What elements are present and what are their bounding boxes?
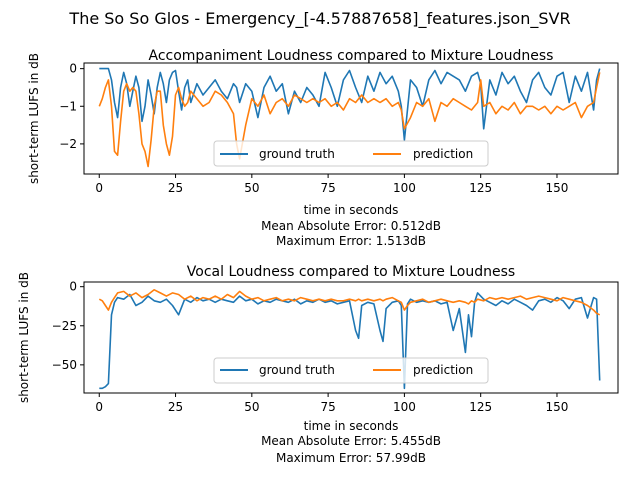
- x-axis-label: time in seconds: [304, 203, 399, 217]
- y-axis: 0 −1 −2: [59, 62, 84, 151]
- plot-frame: [83, 281, 619, 394]
- legend-label-prediction: prediction: [413, 363, 473, 377]
- y-tick-label: 0: [69, 280, 77, 294]
- x-tick-label: 75: [320, 400, 335, 414]
- x-tick-label: 25: [168, 400, 183, 414]
- x-tick-label: 100: [393, 181, 416, 195]
- series-line-prediction: [98, 72, 601, 168]
- x-tick-label: 125: [469, 181, 492, 195]
- chart-title: Vocal Loudness compared to Mixture Loudn…: [187, 264, 515, 280]
- x-tick-label: 150: [546, 181, 569, 195]
- x-axis: 0 25 50 75 100 125 150: [95, 174, 568, 195]
- y-axis: 0 −25 −50: [52, 280, 84, 372]
- y-tick-label: −50: [52, 358, 77, 372]
- legend-label-ground-truth: ground truth: [259, 363, 335, 377]
- maximum-error: Maximum Error: 1.513dB: [276, 234, 426, 248]
- series-line-ground-truth: [99, 67, 601, 141]
- x-tick-label: 25: [168, 181, 183, 195]
- x-tick-label: 125: [469, 400, 492, 414]
- x-tick-label: 50: [244, 181, 259, 195]
- x-tick-label: 150: [546, 400, 569, 414]
- legend-label-ground-truth: ground truth: [259, 147, 335, 161]
- legend: ground truth prediction: [213, 140, 489, 167]
- chart-accompaniment: Accompaniment Loudness compared to Mixtu…: [27, 48, 619, 248]
- y-axis-label: short-term LUFS in dB: [27, 53, 41, 184]
- x-tick-label: 100: [393, 400, 416, 414]
- y-tick-label: 0: [69, 62, 77, 76]
- chart-title: Accompaniment Loudness compared to Mixtu…: [149, 48, 554, 64]
- chart-vocal: Vocal Loudness compared to Mixture Loudn…: [17, 264, 619, 465]
- y-tick-label: −25: [52, 319, 77, 333]
- x-axis: 0 25 50 75 100 125 150: [95, 393, 568, 414]
- legend-box: [213, 357, 489, 384]
- mean-absolute-error: Mean Absolute Error: 5.455dB: [261, 434, 441, 448]
- mean-absolute-error: Mean Absolute Error: 0.512dB: [261, 219, 441, 233]
- x-tick-label: 0: [95, 181, 103, 195]
- series-line-prediction: [98, 288, 601, 316]
- y-axis-label: short-term LUFS in dB: [17, 272, 31, 403]
- figure-suptitle: The So So Glos - Emergency_[-4.57887658]…: [68, 9, 570, 29]
- x-tick-label: 0: [95, 400, 103, 414]
- plot-area: [98, 288, 601, 390]
- maximum-error: Maximum Error: 57.99dB: [276, 451, 426, 465]
- x-tick-label: 50: [244, 400, 259, 414]
- legend: ground truth prediction: [213, 357, 489, 384]
- y-tick-label: −2: [59, 137, 77, 151]
- legend-box: [213, 140, 489, 167]
- legend-label-prediction: prediction: [413, 147, 473, 161]
- plot-area: [98, 67, 601, 168]
- x-axis-label: time in seconds: [304, 419, 399, 433]
- x-tick-label: 75: [320, 181, 335, 195]
- series-line-ground-truth: [99, 292, 601, 390]
- y-tick-label: −1: [59, 99, 77, 113]
- plot-frame: [83, 62, 619, 175]
